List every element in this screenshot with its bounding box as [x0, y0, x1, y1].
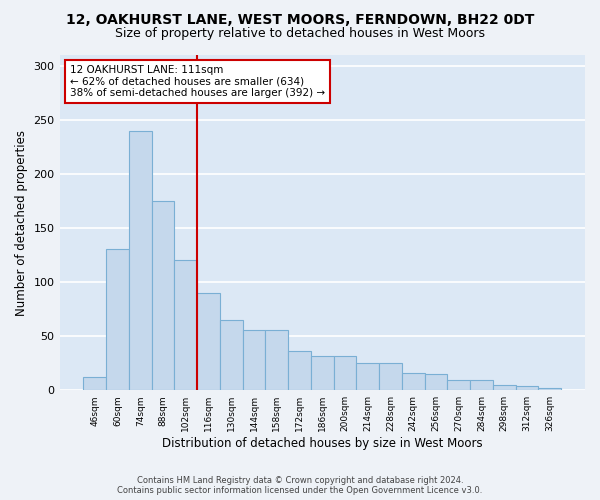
Bar [152, 201, 175, 390]
Bar [175, 260, 197, 390]
Bar [379, 363, 402, 390]
Text: 12 OAKHURST LANE: 111sqm
← 62% of detached houses are smaller (634)
38% of semi-: 12 OAKHURST LANE: 111sqm ← 62% of detach… [70, 65, 325, 98]
Bar [493, 385, 515, 390]
Bar [288, 352, 311, 390]
Text: Size of property relative to detached houses in West Moors: Size of property relative to detached ho… [115, 28, 485, 40]
Bar [220, 320, 242, 390]
Bar [265, 330, 288, 390]
Bar [515, 386, 538, 390]
Text: Contains HM Land Registry data © Crown copyright and database right 2024.
Contai: Contains HM Land Registry data © Crown c… [118, 476, 482, 495]
Bar [402, 373, 425, 390]
Bar [129, 130, 152, 390]
Bar [448, 380, 470, 390]
Bar [356, 363, 379, 390]
Bar [470, 380, 493, 390]
Text: 12, OAKHURST LANE, WEST MOORS, FERNDOWN, BH22 0DT: 12, OAKHURST LANE, WEST MOORS, FERNDOWN,… [66, 12, 534, 26]
Bar [106, 248, 129, 390]
Bar [83, 377, 106, 390]
Y-axis label: Number of detached properties: Number of detached properties [15, 130, 28, 316]
X-axis label: Distribution of detached houses by size in West Moors: Distribution of detached houses by size … [162, 437, 482, 450]
Bar [197, 293, 220, 390]
Bar [538, 388, 561, 390]
Bar [311, 356, 334, 390]
Bar [425, 374, 448, 390]
Bar [334, 356, 356, 390]
Bar [242, 330, 265, 390]
